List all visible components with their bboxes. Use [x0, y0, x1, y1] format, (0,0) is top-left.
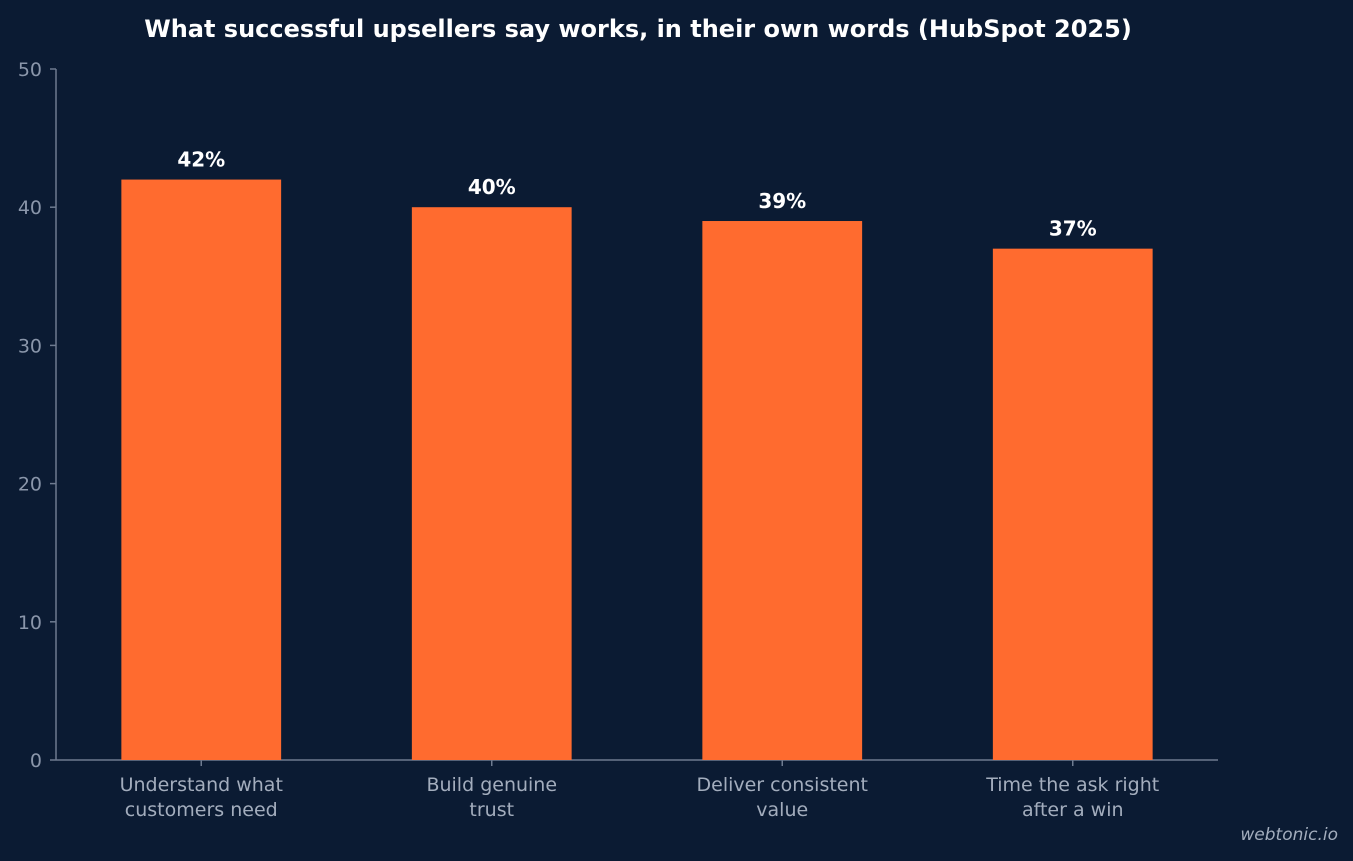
x-tick-label-line: after a win — [1022, 799, 1124, 821]
x-tick-label-line: customers need — [125, 799, 278, 821]
bar — [702, 221, 863, 760]
data-label: 40% — [468, 175, 516, 199]
x-axis: Understand what customers need Build genui… — [56, 759, 1218, 821]
x-tick-label: Build genuine trust — [426, 774, 557, 821]
data-label: 42% — [177, 148, 225, 172]
y-tick-label: 0 — [30, 750, 42, 772]
bar — [121, 179, 282, 760]
data-label: 39% — [758, 189, 806, 213]
watermark: webtonic.io — [1240, 825, 1338, 845]
bars: 42% 40% 39% 37% — [121, 148, 1153, 760]
data-label: 37% — [1049, 217, 1097, 241]
y-axis: 0 10 20 30 40 50 — [18, 59, 57, 772]
x-tick-label-line: trust — [469, 799, 514, 821]
x-tick-label-line: Time the ask right — [985, 774, 1159, 796]
y-tick-label: 20 — [18, 474, 42, 496]
bar — [992, 248, 1153, 760]
x-tick-label-line: Understand what — [120, 774, 283, 796]
y-tick-label: 40 — [18, 197, 42, 219]
x-tick-label-line: Build genuine — [426, 774, 557, 796]
y-tick-label: 10 — [18, 612, 42, 634]
x-tick-label: Deliver consistent value — [697, 774, 868, 821]
x-tick-label: Understand what customers need — [120, 774, 283, 821]
x-tick-label-line: value — [756, 799, 808, 821]
bar — [411, 207, 572, 760]
x-tick-label-line: Deliver consistent — [697, 774, 868, 796]
x-tick-label: Time the ask right after a win — [985, 774, 1159, 821]
chart-title: What successful upsellers say works, in … — [144, 15, 1132, 43]
y-tick-label: 30 — [18, 335, 42, 357]
y-tick-label: 50 — [18, 59, 42, 81]
